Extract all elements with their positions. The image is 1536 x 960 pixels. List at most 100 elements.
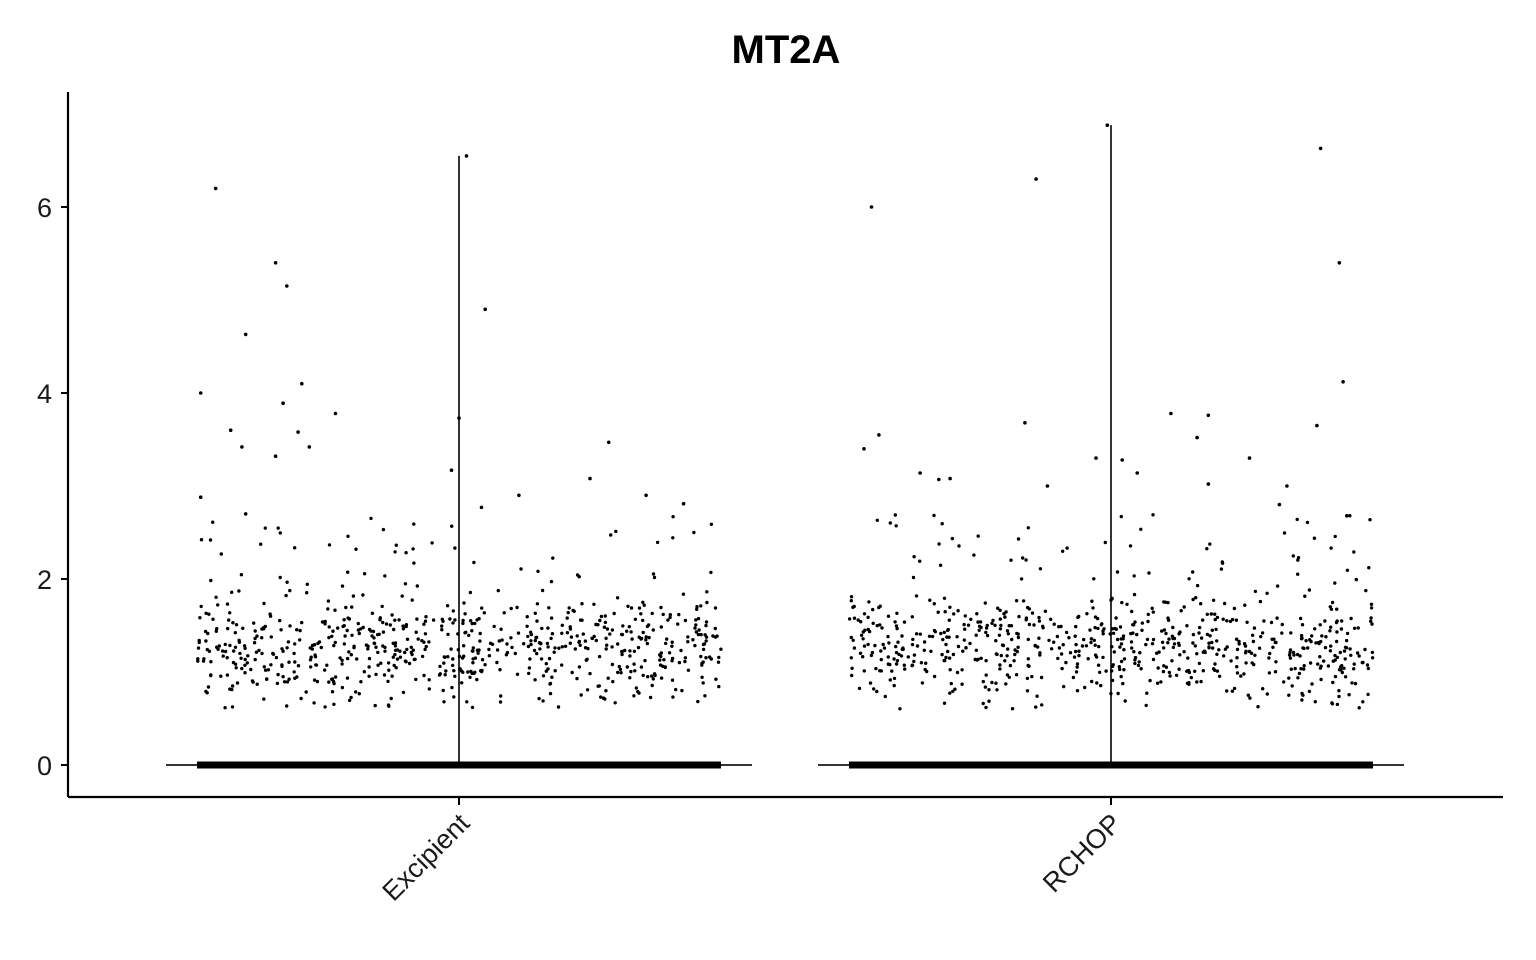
- data-point: [628, 676, 632, 680]
- data-point: [330, 634, 334, 638]
- data-point: [910, 642, 915, 647]
- data-point: [336, 626, 340, 630]
- data-point: [427, 687, 431, 691]
- data-point: [1288, 656, 1293, 660]
- data-point: [293, 660, 297, 664]
- data-point: [575, 676, 579, 681]
- data-point: [342, 624, 346, 628]
- data-point: [1328, 629, 1332, 633]
- data-point: [287, 677, 291, 681]
- data-point: [546, 645, 550, 649]
- data-point: [342, 642, 346, 646]
- data-point: [242, 644, 247, 648]
- data-point: [1256, 705, 1260, 709]
- outlier-point: [1315, 423, 1319, 428]
- data-point: [984, 659, 988, 663]
- data-point: [1195, 583, 1200, 588]
- data-point: [1275, 616, 1279, 620]
- data-point: [888, 521, 892, 525]
- data-point: [973, 657, 977, 662]
- data-point: [943, 610, 947, 614]
- data-point: [597, 654, 602, 659]
- data-point: [471, 661, 475, 665]
- data-point: [410, 598, 414, 602]
- data-point: [528, 657, 532, 661]
- data-point: [219, 552, 223, 556]
- data-point: [570, 670, 574, 675]
- data-point: [446, 655, 450, 659]
- data-point: [453, 546, 457, 550]
- data-point: [1119, 674, 1123, 679]
- data-point: [671, 695, 675, 699]
- data-point: [349, 653, 353, 657]
- data-point: [632, 649, 637, 653]
- data-point: [683, 656, 688, 660]
- outlier-point: [681, 501, 686, 506]
- data-point: [1235, 656, 1239, 660]
- data-point: [423, 619, 428, 623]
- data-point: [666, 618, 670, 622]
- data-point: [849, 635, 853, 640]
- data-point: [936, 610, 940, 614]
- data-point: [629, 630, 633, 634]
- data-point: [1365, 663, 1370, 667]
- data-point: [451, 663, 455, 668]
- data-point: [379, 661, 383, 665]
- data-point: [1280, 631, 1284, 635]
- data-point: [1101, 632, 1105, 636]
- data-point: [346, 616, 350, 620]
- data-point: [1101, 655, 1105, 660]
- data-point: [1322, 659, 1326, 663]
- data-point: [544, 662, 548, 666]
- data-point: [1333, 653, 1337, 658]
- data-point: [496, 588, 500, 593]
- data-point: [533, 611, 537, 615]
- data-point: [652, 672, 657, 676]
- outlier-point: [296, 430, 300, 434]
- data-point: [963, 627, 967, 631]
- data-point: [1170, 634, 1175, 638]
- data-point: [1363, 647, 1367, 652]
- data-point: [1314, 641, 1318, 645]
- data-point: [677, 612, 681, 617]
- data-point: [639, 612, 643, 616]
- data-point: [1259, 634, 1263, 639]
- data-point: [423, 647, 427, 652]
- data-point: [352, 645, 356, 650]
- data-point: [473, 670, 477, 674]
- data-point: [944, 655, 948, 660]
- data-point: [527, 666, 532, 670]
- data-point: [461, 621, 465, 626]
- data-point: [456, 648, 460, 652]
- data-point: [228, 643, 232, 648]
- data-point: [1062, 684, 1066, 689]
- data-point: [703, 694, 707, 698]
- data-point: [535, 602, 540, 606]
- data-point: [1201, 618, 1205, 622]
- data-point: [326, 599, 331, 603]
- data-point: [356, 628, 361, 632]
- data-point: [1119, 637, 1123, 641]
- data-point: [345, 656, 350, 661]
- data-point: [1041, 626, 1045, 630]
- outlier-point: [1094, 456, 1098, 460]
- data-point: [1092, 577, 1096, 581]
- data-point: [1110, 664, 1115, 669]
- data-point: [462, 601, 466, 605]
- data-point: [1145, 691, 1149, 695]
- data-point: [430, 541, 434, 545]
- data-point: [998, 617, 1002, 621]
- data-point: [866, 642, 870, 647]
- data-point: [220, 649, 225, 653]
- data-point: [928, 598, 932, 602]
- data-point: [694, 623, 698, 627]
- data-point: [604, 689, 608, 693]
- data-point: [983, 601, 987, 605]
- data-point: [1096, 663, 1101, 667]
- data-point: [667, 651, 672, 655]
- data-point: [221, 654, 225, 658]
- data-point: [1026, 657, 1031, 661]
- data-point: [253, 636, 257, 641]
- data-point: [414, 630, 418, 634]
- data-point: [976, 657, 980, 661]
